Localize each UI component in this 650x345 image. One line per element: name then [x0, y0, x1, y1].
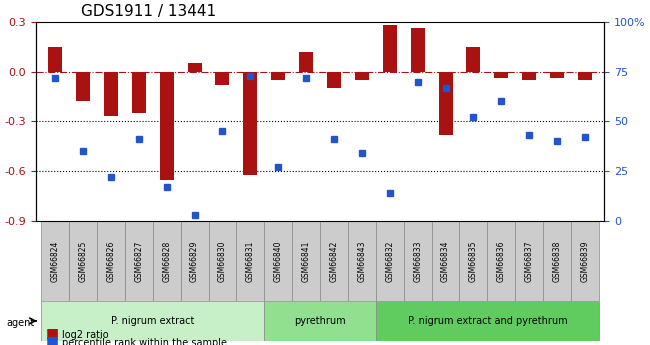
Text: GSM66828: GSM66828 [162, 240, 171, 282]
Text: GSM66839: GSM66839 [580, 240, 590, 282]
FancyBboxPatch shape [237, 221, 265, 301]
Bar [578, 71, 592, 80]
Text: GSM66827: GSM66827 [135, 240, 143, 282]
FancyBboxPatch shape [292, 221, 320, 301]
Text: GSM66843: GSM66843 [358, 240, 367, 282]
Bar [467, 47, 480, 71]
FancyBboxPatch shape [181, 221, 209, 301]
FancyBboxPatch shape [41, 221, 69, 301]
FancyBboxPatch shape [376, 221, 404, 301]
FancyBboxPatch shape [97, 221, 125, 301]
Bar [355, 71, 369, 80]
Text: GSM66833: GSM66833 [413, 240, 422, 282]
FancyBboxPatch shape [41, 301, 265, 341]
FancyBboxPatch shape [320, 221, 348, 301]
FancyBboxPatch shape [404, 221, 432, 301]
FancyBboxPatch shape [488, 221, 515, 301]
Text: GSM66830: GSM66830 [218, 240, 227, 282]
Text: GSM66837: GSM66837 [525, 240, 534, 282]
FancyBboxPatch shape [125, 221, 153, 301]
Text: ■: ■ [46, 326, 58, 340]
Bar [188, 63, 202, 71]
FancyBboxPatch shape [460, 221, 488, 301]
Bar [522, 71, 536, 80]
Bar [243, 71, 257, 175]
Text: log2 ratio: log2 ratio [62, 330, 109, 340]
Bar [550, 71, 564, 78]
Bar [411, 28, 424, 71]
Bar [216, 71, 229, 85]
Text: percentile rank within the sample: percentile rank within the sample [62, 338, 227, 345]
Bar [439, 71, 452, 135]
Text: pyrethrum: pyrethrum [294, 316, 346, 326]
FancyBboxPatch shape [376, 301, 599, 341]
Text: GSM66825: GSM66825 [79, 240, 88, 282]
Bar [132, 71, 146, 113]
Bar [76, 71, 90, 101]
Text: GSM66832: GSM66832 [385, 240, 395, 282]
Text: GSM66829: GSM66829 [190, 240, 199, 282]
FancyBboxPatch shape [348, 221, 376, 301]
Text: GSM66838: GSM66838 [552, 240, 562, 282]
FancyBboxPatch shape [209, 221, 237, 301]
FancyBboxPatch shape [153, 221, 181, 301]
FancyBboxPatch shape [515, 221, 543, 301]
Bar [383, 25, 396, 71]
FancyBboxPatch shape [543, 221, 571, 301]
Bar [160, 71, 174, 180]
FancyBboxPatch shape [265, 301, 376, 341]
Bar [327, 71, 341, 88]
FancyBboxPatch shape [69, 221, 97, 301]
Text: GSM66831: GSM66831 [246, 240, 255, 282]
FancyBboxPatch shape [432, 221, 460, 301]
Bar [48, 47, 62, 71]
Text: GSM66836: GSM66836 [497, 240, 506, 282]
Text: GSM66824: GSM66824 [51, 240, 60, 282]
Text: GSM66841: GSM66841 [302, 240, 311, 282]
Bar [495, 71, 508, 78]
Bar [104, 71, 118, 117]
Text: ■: ■ [46, 334, 58, 345]
Text: P. nigrum extract and pyrethrum: P. nigrum extract and pyrethrum [408, 316, 567, 326]
Text: GSM66834: GSM66834 [441, 240, 450, 282]
Text: GSM66826: GSM66826 [107, 240, 116, 282]
Text: P. nigrum extract: P. nigrum extract [111, 316, 194, 326]
Bar [271, 71, 285, 80]
Text: GSM66840: GSM66840 [274, 240, 283, 282]
Text: GSM66835: GSM66835 [469, 240, 478, 282]
Text: agent: agent [6, 318, 34, 327]
FancyBboxPatch shape [571, 221, 599, 301]
Bar [299, 52, 313, 71]
Text: GSM66842: GSM66842 [330, 240, 339, 282]
FancyBboxPatch shape [265, 221, 292, 301]
Text: GDS1911 / 13441: GDS1911 / 13441 [81, 4, 216, 19]
